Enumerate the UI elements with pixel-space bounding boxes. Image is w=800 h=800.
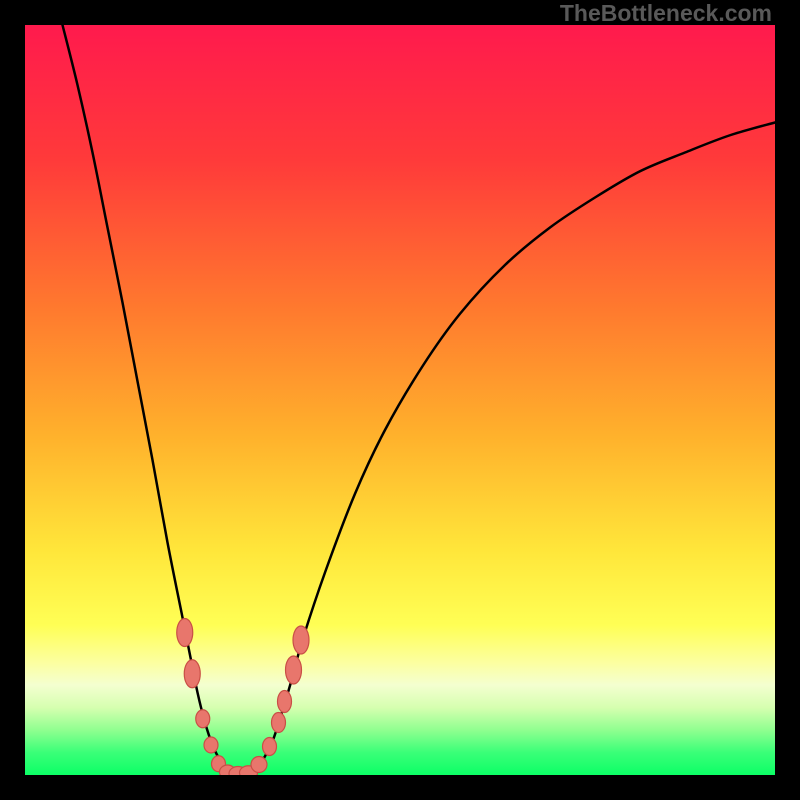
chart-container: TheBottleneck.com bbox=[0, 0, 800, 800]
watermark-text: TheBottleneck.com bbox=[560, 0, 772, 27]
gradient-background bbox=[25, 25, 775, 775]
